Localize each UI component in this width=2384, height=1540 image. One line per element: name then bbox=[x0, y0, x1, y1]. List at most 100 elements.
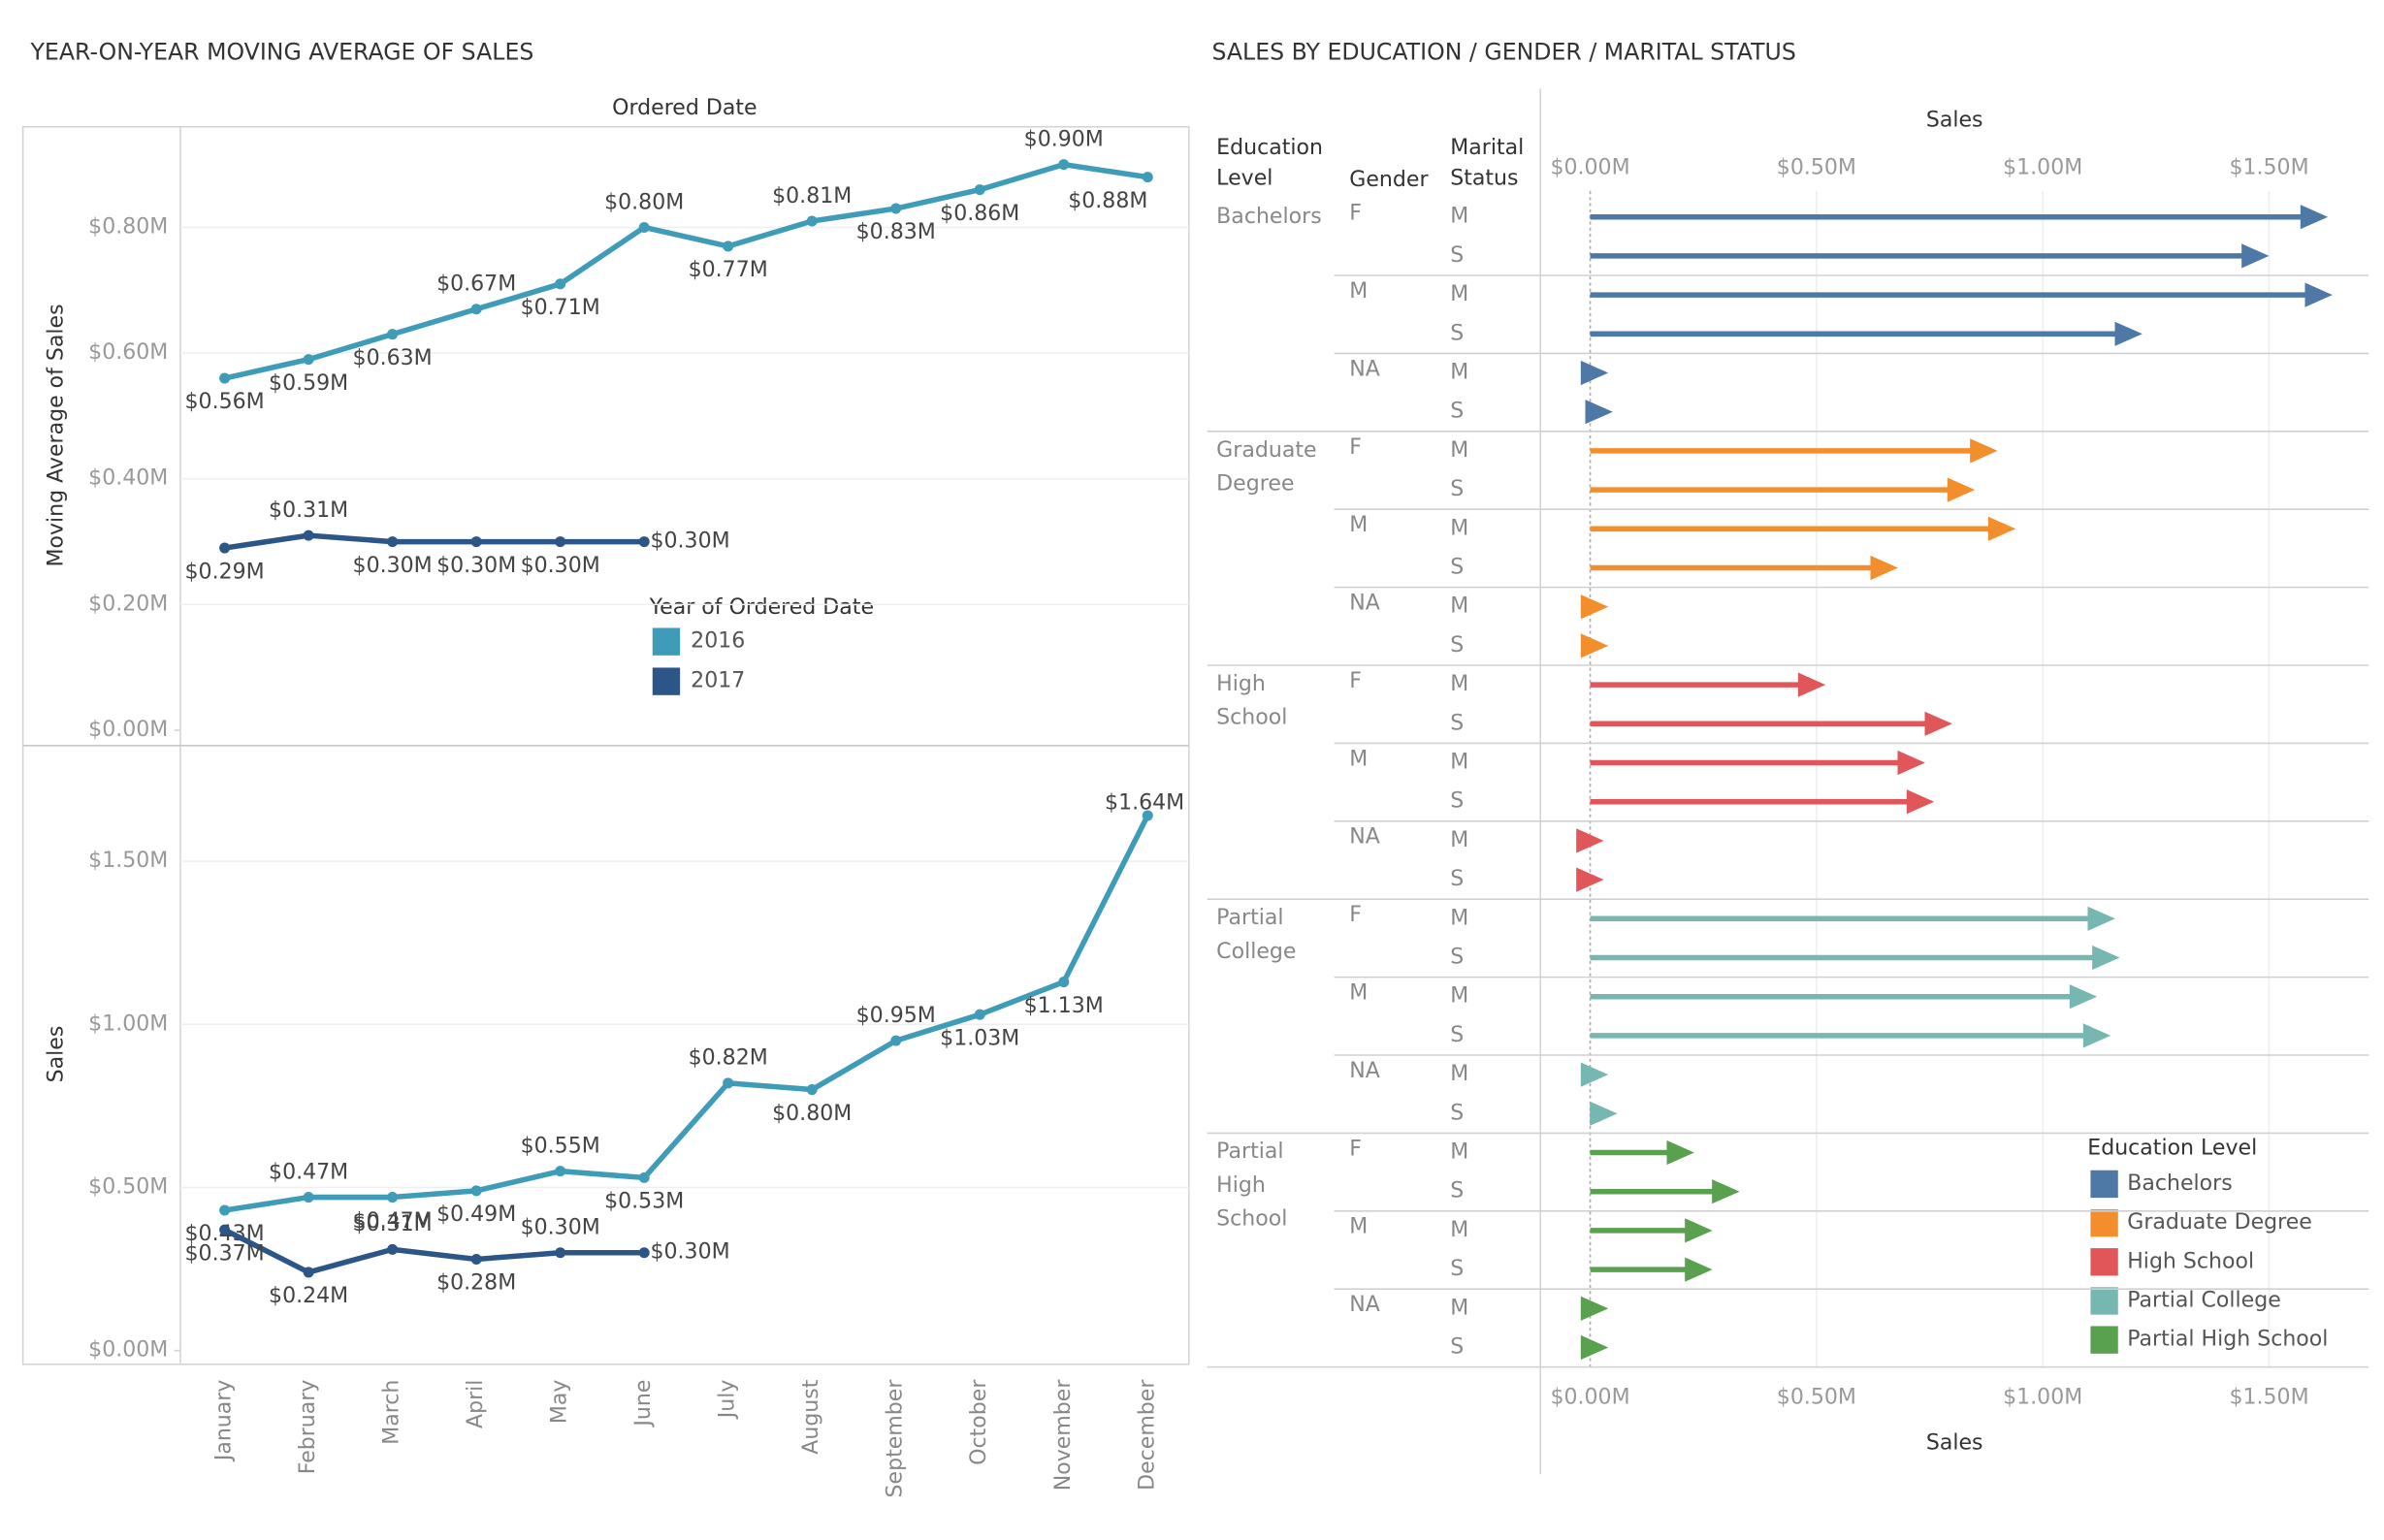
chart-title: SALES BY EDUCATION / GENDER / MARITAL ST… bbox=[1211, 39, 1795, 66]
data-label: $0.83M bbox=[856, 220, 936, 244]
data-point bbox=[974, 184, 985, 196]
x-tick-label: August bbox=[799, 1379, 823, 1455]
y-tick-label: $1.50M bbox=[88, 849, 168, 873]
row-label-education: Graduate Degree bbox=[1216, 438, 1317, 497]
x-tick-label: December bbox=[1135, 1379, 1159, 1491]
data-point bbox=[219, 542, 231, 554]
arrow-bar bbox=[1580, 633, 1609, 658]
arrow-bar bbox=[1590, 477, 1976, 502]
arrow-bar bbox=[1590, 555, 1898, 581]
data-label: $0.88M bbox=[1068, 189, 1147, 213]
row-label-gender: F bbox=[1349, 903, 1362, 927]
y-axis-title: Moving Average of Sales bbox=[44, 304, 68, 566]
arrow-bar bbox=[1590, 438, 1998, 464]
series-line bbox=[223, 1227, 645, 1275]
row-label-marital: S bbox=[1450, 867, 1464, 891]
arrow-bar bbox=[1585, 400, 1613, 425]
arrow-bar bbox=[1590, 321, 2142, 346]
data-label: $0.47M bbox=[269, 1160, 348, 1184]
arrow-head bbox=[1580, 633, 1609, 658]
data-label: $0.59M bbox=[269, 371, 348, 396]
arrow-head bbox=[2082, 1023, 2111, 1048]
row-label-marital: S bbox=[1450, 321, 1464, 345]
arrow-head bbox=[2114, 321, 2142, 346]
arrow-head bbox=[1987, 516, 2016, 541]
arrow-head bbox=[1712, 1179, 1740, 1204]
x-tick-label: $1.00M bbox=[2003, 1385, 2082, 1409]
data-label: $0.67M bbox=[436, 273, 516, 297]
arrow-bar bbox=[1580, 1334, 1609, 1361]
row-label-marital: S bbox=[1450, 1335, 1464, 1360]
data-point bbox=[638, 536, 650, 548]
arrow-head bbox=[1585, 400, 1613, 425]
y-tick-label: $1.00M bbox=[88, 1011, 168, 1036]
row-label-marital: M bbox=[1450, 672, 1468, 696]
row-label-gender: F bbox=[1349, 435, 1362, 460]
data-point bbox=[1142, 172, 1153, 183]
legend-label: Graduate Degree bbox=[2127, 1210, 2312, 1235]
x-tick-label: February bbox=[296, 1380, 320, 1475]
arrow-bar bbox=[1590, 906, 2115, 931]
x-axis-title: Sales bbox=[1926, 1431, 1983, 1456]
data-point bbox=[470, 1185, 482, 1197]
arrow-bar bbox=[1580, 360, 1609, 386]
legend-title: Year of Ordered Date bbox=[649, 595, 874, 620]
arrow-head bbox=[1590, 1101, 1618, 1126]
x-tick-label: June bbox=[631, 1380, 656, 1428]
row-label-gender: NA bbox=[1349, 1059, 1380, 1083]
data-label: $0.47M bbox=[353, 1209, 433, 1234]
row-label-gender: F bbox=[1349, 202, 1362, 226]
row-label-marital: M bbox=[1450, 828, 1468, 852]
row-label-gender: M bbox=[1349, 1215, 1368, 1239]
data-point bbox=[1142, 810, 1153, 821]
arrow-bar bbox=[1590, 1179, 1740, 1204]
data-point bbox=[806, 1084, 818, 1096]
x-tick-label: $1.50M bbox=[2229, 155, 2308, 179]
arrow-head bbox=[1897, 750, 1925, 776]
data-point bbox=[219, 1204, 231, 1216]
arrow-head bbox=[2241, 243, 2270, 269]
row-label-education: Bachelors bbox=[1216, 205, 1322, 230]
y-tick-label: $0.50M bbox=[88, 1174, 168, 1199]
data-label: $0.86M bbox=[940, 202, 1019, 226]
data-label: $0.30M bbox=[650, 1240, 729, 1265]
legend-swatch bbox=[2090, 1208, 2118, 1237]
legend-swatch bbox=[652, 667, 681, 695]
data-point bbox=[723, 1077, 734, 1089]
arrow-head bbox=[1685, 1218, 1713, 1243]
x-tick-label: March bbox=[380, 1380, 404, 1445]
x-tick-label: $0.00M bbox=[1550, 155, 1629, 179]
arrow-bar bbox=[1576, 828, 1604, 853]
row-label-gender: F bbox=[1349, 669, 1362, 693]
data-point bbox=[303, 354, 314, 366]
data-label: $0.56M bbox=[185, 390, 265, 414]
row-label-marital: S bbox=[1450, 556, 1464, 580]
row-label-marital: M bbox=[1450, 594, 1468, 619]
data-label: $0.80M bbox=[772, 1102, 852, 1126]
row-label-gender: M bbox=[1349, 513, 1368, 537]
arrow-bar bbox=[1590, 282, 2333, 307]
row-label-marital: S bbox=[1450, 477, 1464, 501]
arrow-bar bbox=[1580, 1062, 1609, 1087]
arrow-head bbox=[1576, 867, 1604, 892]
data-label: $0.49M bbox=[436, 1203, 516, 1227]
y-tick-label: $0.00M bbox=[88, 1338, 168, 1363]
data-label: $0.24M bbox=[269, 1284, 348, 1308]
arrow-head bbox=[2092, 945, 2120, 971]
data-point bbox=[387, 1192, 399, 1203]
row-label-marital: M bbox=[1450, 1140, 1468, 1165]
x-tick-label: April bbox=[464, 1380, 488, 1428]
data-point bbox=[219, 372, 231, 384]
data-point bbox=[555, 1247, 566, 1259]
x-axis-title: Ordered Date bbox=[612, 96, 757, 120]
row-label-marital: M bbox=[1450, 516, 1468, 540]
data-label: $0.30M bbox=[436, 554, 516, 578]
legend-title: Education Level bbox=[2087, 1137, 2257, 1161]
arrow-bar bbox=[1590, 1257, 1713, 1282]
arrow-bar bbox=[1590, 516, 2016, 541]
arrow-bar bbox=[1590, 984, 2098, 1010]
legend-label: Partial High School bbox=[2127, 1328, 2328, 1352]
arrow-bar bbox=[1590, 243, 2270, 269]
arrow-head bbox=[1580, 1062, 1609, 1087]
